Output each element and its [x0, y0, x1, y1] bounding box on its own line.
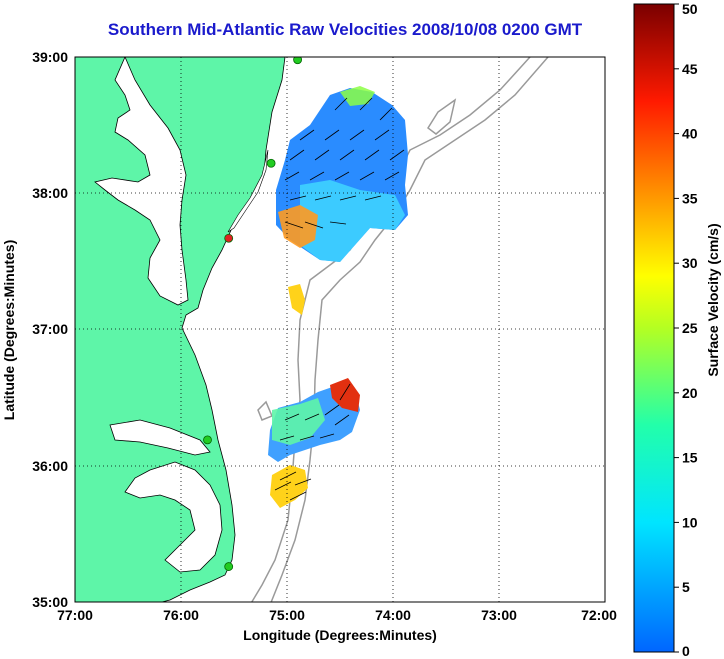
station-marker: [203, 435, 212, 445]
y-tick-label: 37:00: [32, 321, 68, 337]
chesapeake-bay: [94, 57, 189, 306]
pamlico-sound: [124, 461, 223, 573]
y-tick-labels: 39:00 38:00 37:00 36:00 35:00: [32, 49, 68, 610]
x-tick-label: 73:00: [481, 607, 517, 623]
map-title: Southern Mid-Atlantic Raw Velocities 200…: [107, 20, 583, 39]
velocity-field: [268, 86, 408, 508]
station-marker: [293, 57, 302, 65]
colorbar-tick-label: 5: [682, 579, 690, 595]
colorbar-ticks: 0 5 10 15 20 25 30 35 40 45 50: [674, 1, 698, 659]
colorbar-label: Surface Velocity (cm/s): [705, 223, 721, 376]
x-tick-label: 75:00: [269, 607, 305, 623]
colorbar-tick-label: 45: [682, 61, 698, 77]
y-tick-label: 36:00: [32, 458, 68, 474]
colorbar-tick-label: 25: [682, 320, 698, 336]
colorbar-tick-label: 10: [682, 514, 698, 530]
plot-frame: [74, 56, 606, 603]
station-markers: [203, 57, 302, 571]
coastal-lagoon: [227, 149, 269, 233]
grid-lines: [75, 57, 605, 602]
y-axis-label: Latitude (Degrees:Minutes): [1, 240, 17, 420]
velocity-patch-small: [288, 284, 305, 315]
colorbar-tick-label: 0: [682, 643, 690, 659]
colorbar-tick-label: 40: [682, 126, 698, 142]
colorbar-tick-label: 30: [682, 255, 698, 271]
x-tick-label: 76:00: [163, 607, 199, 623]
y-tick-label: 39:00: [32, 49, 68, 65]
colorbar: [633, 3, 675, 653]
x-tick-label: 72:00: [581, 607, 617, 623]
y-tick-label: 35:00: [32, 594, 68, 610]
x-tick-labels: 77:00 76:00 75:00 74:00 73:00 72:00: [57, 607, 617, 623]
colorbar-tick-label: 20: [682, 385, 698, 401]
velocity-patch-north-top: [340, 86, 375, 106]
colorbar-tick-label: 15: [682, 450, 698, 466]
velocity-patch-south-yellow: [270, 465, 308, 508]
station-marker: [224, 233, 234, 243]
velocity-patch-south-red: [330, 378, 360, 412]
x-axis-label: Longitude (Degrees:Minutes): [243, 627, 437, 643]
station-marker: [224, 562, 234, 571]
x-tick-label: 77:00: [57, 607, 93, 623]
colorbar-tick-label: 35: [682, 190, 698, 206]
station-marker: [266, 158, 276, 168]
velocity-patch-north-cyan: [300, 180, 405, 262]
colorbar-tick-label: 50: [682, 1, 698, 17]
x-tick-label: 74:00: [375, 607, 411, 623]
albemarle-sound: [109, 419, 211, 456]
y-tick-label: 38:00: [32, 185, 68, 201]
velocity-arrows: [274, 97, 405, 501]
velocity-patch-south-green: [272, 398, 325, 445]
